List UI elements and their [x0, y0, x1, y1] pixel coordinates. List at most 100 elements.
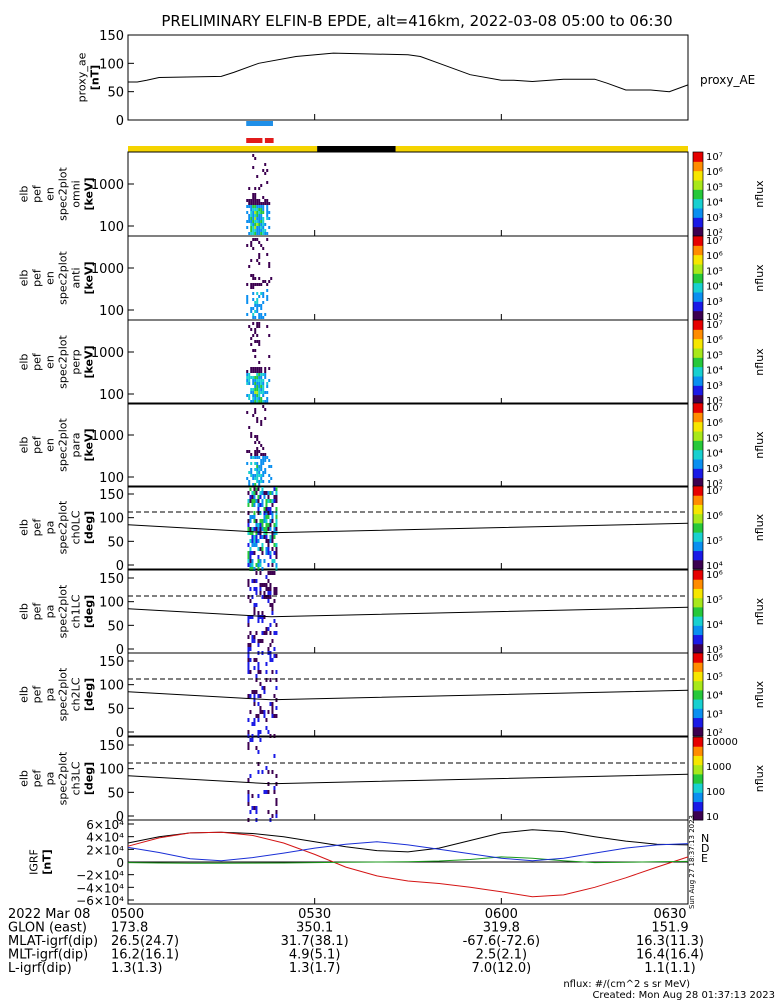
energy-panel-0-cell [254, 226, 257, 229]
energy-panel-2-cell [246, 376, 249, 379]
energy-panel-0-cell [262, 217, 265, 220]
pa-panel-1-cell [269, 643, 272, 647]
pa-panel-1-cell [269, 591, 272, 595]
energy-panel-3-cell [252, 414, 255, 417]
energy-panel-2-cell [258, 373, 261, 376]
pa-panel-0-cell [255, 563, 258, 567]
pa-panel-0-cell [261, 567, 264, 571]
pa-panel-0-cbar-tick-2: 10⁶ [706, 511, 723, 522]
energy-panel-0-cbar-seg-3 [693, 198, 703, 209]
energy-panel-3-cbar-seg-1 [693, 468, 703, 479]
pa-panel-1-cell [259, 583, 262, 587]
energy-panel-1-cell [254, 310, 257, 313]
energy-panel-2-cell [264, 370, 267, 373]
pa-panel-2-cell [253, 658, 256, 662]
energy-panel-2-cell [254, 370, 257, 373]
pa-panel-3-cbar-tick-0: 10 [706, 812, 719, 823]
energy-panel-0-cbar-tick-1: 10³ [706, 213, 723, 224]
energy-panel-3-cell [262, 405, 265, 408]
pa-panel-3-cell [253, 806, 256, 810]
pa-panel-0-cell [271, 499, 274, 503]
pa-panel-0-cell [271, 515, 274, 519]
pa-panel-0-cell [273, 543, 276, 547]
energy-panel-2-cell [264, 373, 267, 376]
pa-panel-1-cell [251, 639, 254, 643]
pa-panel-2-cbar-tick-1: 10³ [706, 709, 723, 720]
pa-panel-3-ylabel-5: [deg] [83, 762, 96, 795]
pa-panel-0-cell [265, 535, 268, 539]
pa-panel-0-cbar-tick-3: 10⁷ [706, 486, 723, 497]
energy-panel-2-cell [254, 388, 257, 391]
energy-panel-0-cell [266, 199, 269, 202]
energy-panel-0-cell [248, 202, 251, 205]
energy-panel-0-cell [248, 199, 251, 202]
pa-panel-0-cell [269, 551, 272, 555]
energy-panel-0-cell [254, 232, 257, 235]
pa-panel-0-frame [127, 485, 689, 570]
pa-panel-1-ytick-label-1: 50 [107, 619, 124, 634]
pa-panel-1-cell [273, 647, 276, 651]
energy-panel-2-cell [260, 397, 263, 400]
ae-legend: proxy_AE [700, 73, 755, 87]
pa-panel-1-cbar-seg-1 [693, 634, 703, 645]
pa-panel-0-cell [249, 547, 252, 551]
pa-panel-1-cell [253, 579, 256, 583]
footer-value-4-0: 1.3(1.3) [111, 961, 163, 976]
pa-panel-2-cell [271, 714, 274, 718]
energy-panel-3-cell [260, 444, 263, 447]
energy-panel-1-cell [250, 241, 253, 244]
energy-panel-1-ylabel-5: [keV] [83, 261, 96, 294]
pa-panel-1-cell [263, 615, 266, 619]
bar-1-seg-0 [246, 138, 263, 143]
energy-panel-2-cell [256, 382, 259, 385]
energy-panel-0-cbar-tick-0: 10² [706, 228, 723, 239]
pa-panel-0-cell [271, 547, 274, 551]
energy-panel-1-cell [250, 286, 253, 289]
pa-panel-2-ylabel-0: elb [18, 686, 31, 703]
pa-panel-0-cell [269, 491, 272, 495]
energy-panel-3-cell [264, 459, 267, 462]
pa-panel-0-cell [275, 499, 278, 503]
pa-panel-0-cbar-frame [692, 485, 704, 570]
pa-panel-1-cell [253, 611, 256, 615]
pa-panel-0-cell [249, 487, 252, 491]
pa-panel-3-cbar-tick-3: 10000 [706, 737, 738, 748]
energy-panel-3-cbar-tick-3: 10⁵ [706, 433, 723, 444]
energy-panel-0-cell [256, 220, 259, 223]
pa-panel-1-cell [249, 599, 252, 603]
pa-panel-0-cell [253, 495, 256, 499]
energy-panel-2-cbar-seg-1 [693, 385, 703, 396]
energy-panel-2-cell [256, 385, 259, 388]
pa-panel-0-cell [253, 539, 256, 543]
pa-panel-0-cell [255, 491, 258, 495]
pa-panel-2-ytick-label-3: 150 [99, 655, 124, 670]
pa-panel-0-cell [251, 535, 254, 539]
pa-panel-1-cell [257, 611, 260, 615]
pa-panel-0-cbar-seg-1 [693, 550, 703, 561]
energy-panel-2-cell [248, 394, 251, 397]
energy-panel-0-cell [260, 184, 263, 187]
pa-panel-3-cell [273, 754, 276, 758]
energy-panel-3-cell [256, 468, 259, 471]
energy-panel-1-cell [264, 313, 267, 316]
energy-panel-2-cell [250, 400, 253, 403]
pa-panel-0-cell [267, 551, 270, 555]
energy-panel-2-cell [256, 379, 259, 382]
pa-panel-0-cell [255, 527, 258, 531]
energy-panel-2-cell [256, 394, 259, 397]
pa-panel-0-cell [267, 523, 270, 527]
pa-panel-1-cell [247, 579, 250, 583]
energy-panel-2-cell [262, 394, 265, 397]
pa-panel-0-ylabel-3: spec2plot [57, 500, 70, 554]
energy-panel-0-cbar-seg-4 [693, 189, 703, 200]
pa-panel-1-cell [271, 607, 274, 611]
energy-panel-1-cell [262, 295, 265, 298]
energy-panel-0-ytick-label-0: 100 [99, 220, 124, 235]
energy-panel-2-cell [256, 367, 259, 370]
energy-panel-1-cbar-seg-7 [693, 245, 703, 256]
pa-panel-2-cell [269, 654, 272, 658]
energy-panel-3-ylabel-2: en [44, 438, 57, 452]
pa-panel-0-cell [257, 507, 260, 511]
pa-panel-0-cell [247, 527, 250, 531]
energy-panel-3-cell [264, 417, 267, 420]
